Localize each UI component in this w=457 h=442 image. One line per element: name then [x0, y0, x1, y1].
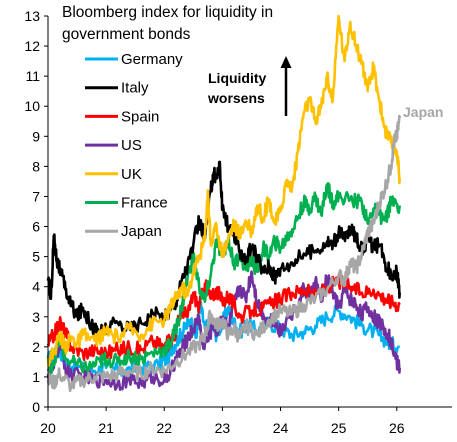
y-tick-label: 10	[24, 98, 40, 114]
up-arrow-icon	[280, 56, 292, 116]
legend: Germany Italy Spain US UK France Japan	[85, 51, 183, 240]
y-tick-label: 11	[25, 68, 40, 84]
y-tick-label: 1	[32, 369, 40, 385]
x-ticks: 20 21 22 23 24 25 26	[40, 407, 405, 436]
plot-lines	[46, 14, 401, 393]
series-line-italy	[46, 160, 401, 336]
x-tick-label: 23	[215, 420, 231, 436]
series-line-us	[46, 270, 401, 391]
y-tick-label: 12	[24, 38, 40, 54]
legend-label-germany: Germany	[121, 51, 183, 68]
legend-label-spain: Spain	[121, 108, 159, 125]
legend-label-uk: UK	[121, 166, 142, 183]
y-tick-label: 7	[32, 188, 40, 204]
y-tick-label: 5	[32, 249, 40, 265]
y-tick-label: 3	[32, 309, 40, 325]
x-tick-label: 25	[331, 420, 347, 436]
y-tick-label: 13	[24, 8, 40, 24]
series-line-japan	[46, 114, 401, 393]
x-tick-label: 24	[273, 420, 289, 436]
annotation-line-1: Liquidity	[208, 70, 267, 86]
chart-title-line-2: government bonds	[62, 26, 191, 43]
x-tick-label: 22	[156, 420, 172, 436]
legend-label-france: France	[121, 195, 168, 212]
series-line-uk	[46, 14, 401, 367]
legend-label-italy: Italy	[121, 80, 149, 97]
x-tick-label: 20	[40, 420, 56, 436]
y-tick-label: 9	[32, 128, 40, 144]
y-tick-label: 4	[32, 279, 40, 295]
annotation-line-2: worsens	[207, 90, 265, 106]
legend-label-japan: Japan	[121, 223, 162, 240]
y-tick-label: 2	[32, 339, 40, 355]
y-tick-label: 6	[32, 219, 40, 235]
legend-label-us: US	[121, 137, 142, 154]
japan-end-label: Japan	[403, 104, 443, 120]
y-tick-label: 0	[32, 399, 40, 415]
chart-title-line-1: Bloomberg index for liquidity in	[62, 4, 273, 21]
x-tick-label: 21	[98, 420, 114, 436]
x-tick-label: 26	[389, 420, 405, 436]
y-tick-label: 8	[32, 158, 40, 174]
